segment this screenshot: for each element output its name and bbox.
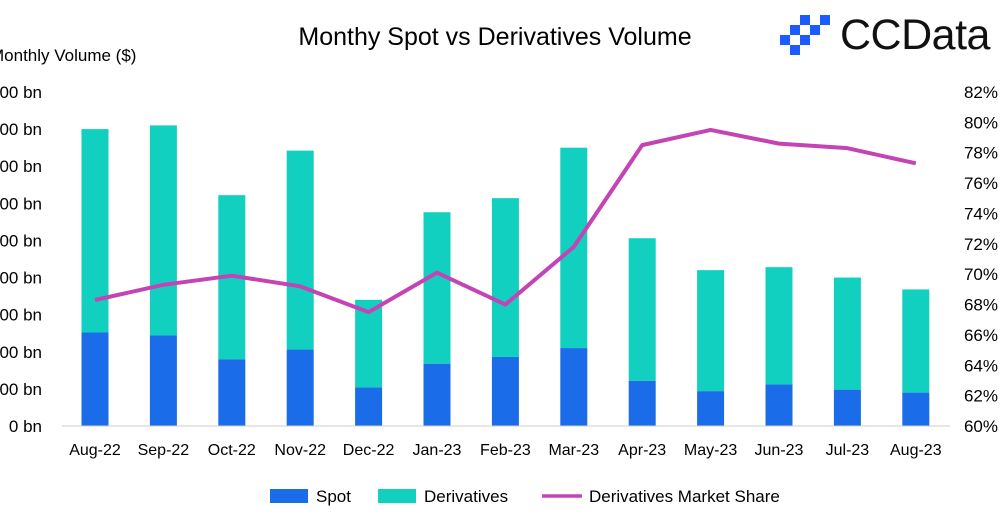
- bars-group: [81, 125, 930, 426]
- x-tick-label: Jun-23: [755, 442, 804, 459]
- y-left-tick-label: 500 bn: [0, 380, 42, 399]
- y-right-tick-label: 82%: [964, 83, 998, 102]
- brand-logo: CCData: [780, 10, 990, 60]
- bar-derivatives: [833, 277, 861, 390]
- x-tick-label: Dec-22: [343, 442, 395, 459]
- y-left-tick-label: 3500 bn: [0, 157, 42, 176]
- bar-derivatives: [355, 299, 383, 388]
- legend-swatch-derivatives: [378, 489, 416, 503]
- legend: Spot Derivatives Derivatives Market Shar…: [270, 487, 780, 506]
- legend-label-spot: Spot: [316, 487, 351, 506]
- x-tick-label: Mar-23: [548, 442, 599, 459]
- y-axis-left-ticks: 0 bn 500 bn 1000 bn 1500 bn 2000 bn 2500 bn 30…: [0, 83, 42, 436]
- x-tick-label: Apr-23: [618, 442, 666, 459]
- x-tick-label: Sep-22: [138, 442, 190, 459]
- bar-derivatives: [81, 129, 109, 333]
- y-right-tick-label: 68%: [964, 296, 998, 315]
- y-right-tick-label: 62%: [964, 387, 998, 406]
- y-right-tick-label: 70%: [964, 265, 998, 284]
- y-axis-left-label: Monthly Volume ($): [0, 46, 136, 65]
- x-tick-label: Nov-22: [274, 442, 326, 459]
- x-tick-label: Aug-23: [890, 442, 942, 459]
- bar-spot: [833, 389, 861, 426]
- x-axis-ticks: Aug-22 Sep-22 Oct-22 Nov-22 Dec-22 Jan-23 Feb-…: [69, 442, 941, 459]
- y-right-tick-label: 80%: [964, 113, 998, 132]
- bar-derivatives: [902, 289, 930, 393]
- x-tick-label: Jul-23: [826, 442, 870, 459]
- bar-derivatives: [491, 198, 519, 357]
- y-right-tick-label: 78%: [964, 144, 998, 163]
- bar-derivatives: [697, 270, 725, 392]
- x-tick-label: May-23: [684, 442, 737, 459]
- bar-spot: [628, 380, 656, 426]
- bar-spot: [218, 359, 246, 426]
- bar-spot: [697, 391, 725, 426]
- bar-spot: [355, 387, 383, 426]
- bar-derivatives: [628, 238, 656, 381]
- legend-swatch-spot: [270, 489, 308, 503]
- ccdata-logo-icon: [780, 15, 830, 55]
- y-right-tick-label: 76%: [964, 174, 998, 193]
- bar-spot: [423, 363, 451, 426]
- share-line: [94, 127, 917, 315]
- bar-derivatives: [149, 125, 177, 336]
- bar-spot: [491, 356, 519, 426]
- bar-derivatives: [765, 267, 793, 385]
- y-right-tick-label: 64%: [964, 356, 998, 375]
- chart-title: Monthy Spot vs Derivatives Volume: [298, 23, 691, 51]
- y-left-tick-label: 2500 bn: [0, 231, 42, 250]
- y-left-tick-label: 4500 bn: [0, 83, 42, 102]
- x-tick-label: Jan-23: [413, 442, 462, 459]
- legend-label-share: Derivatives Market Share: [589, 487, 780, 506]
- y-left-tick-label: 1500 bn: [0, 306, 42, 325]
- y-right-tick-label: 66%: [964, 326, 998, 345]
- x-tick-label: Oct-22: [208, 442, 256, 459]
- bar-derivatives: [423, 212, 451, 364]
- bar-spot: [286, 349, 314, 426]
- y-left-tick-label: 1000 bn: [0, 343, 42, 362]
- legend-label-derivatives: Derivatives: [424, 487, 508, 506]
- y-left-tick-label: 3000 bn: [0, 194, 42, 213]
- y-right-tick-label: 72%: [964, 235, 998, 254]
- bar-spot: [560, 348, 588, 426]
- bar-spot: [902, 392, 930, 426]
- y-axis-right-ticks: 60% 62% 64% 66% 68% 70% 72% 74% 76% 78% 80% 82%: [964, 83, 998, 436]
- bar-spot: [149, 335, 177, 426]
- y-left-tick-label: 0 bn: [9, 417, 42, 436]
- share-line-group: [94, 127, 917, 315]
- brand-name: CCData: [840, 10, 990, 59]
- bar-spot: [765, 384, 793, 426]
- bar-derivatives: [286, 150, 314, 350]
- y-left-tick-label: 2000 bn: [0, 269, 42, 288]
- x-tick-label: Aug-22: [69, 442, 121, 459]
- y-left-tick-label: 4000 bn: [0, 120, 42, 139]
- y-right-tick-label: 60%: [964, 417, 998, 436]
- bar-spot: [81, 332, 109, 426]
- x-tick-label: Feb-23: [480, 442, 531, 459]
- y-right-tick-label: 74%: [964, 204, 998, 223]
